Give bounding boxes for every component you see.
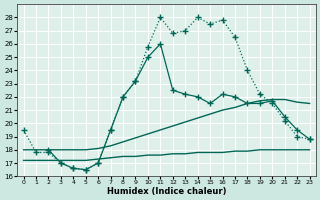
X-axis label: Humidex (Indice chaleur): Humidex (Indice chaleur) xyxy=(107,187,226,196)
